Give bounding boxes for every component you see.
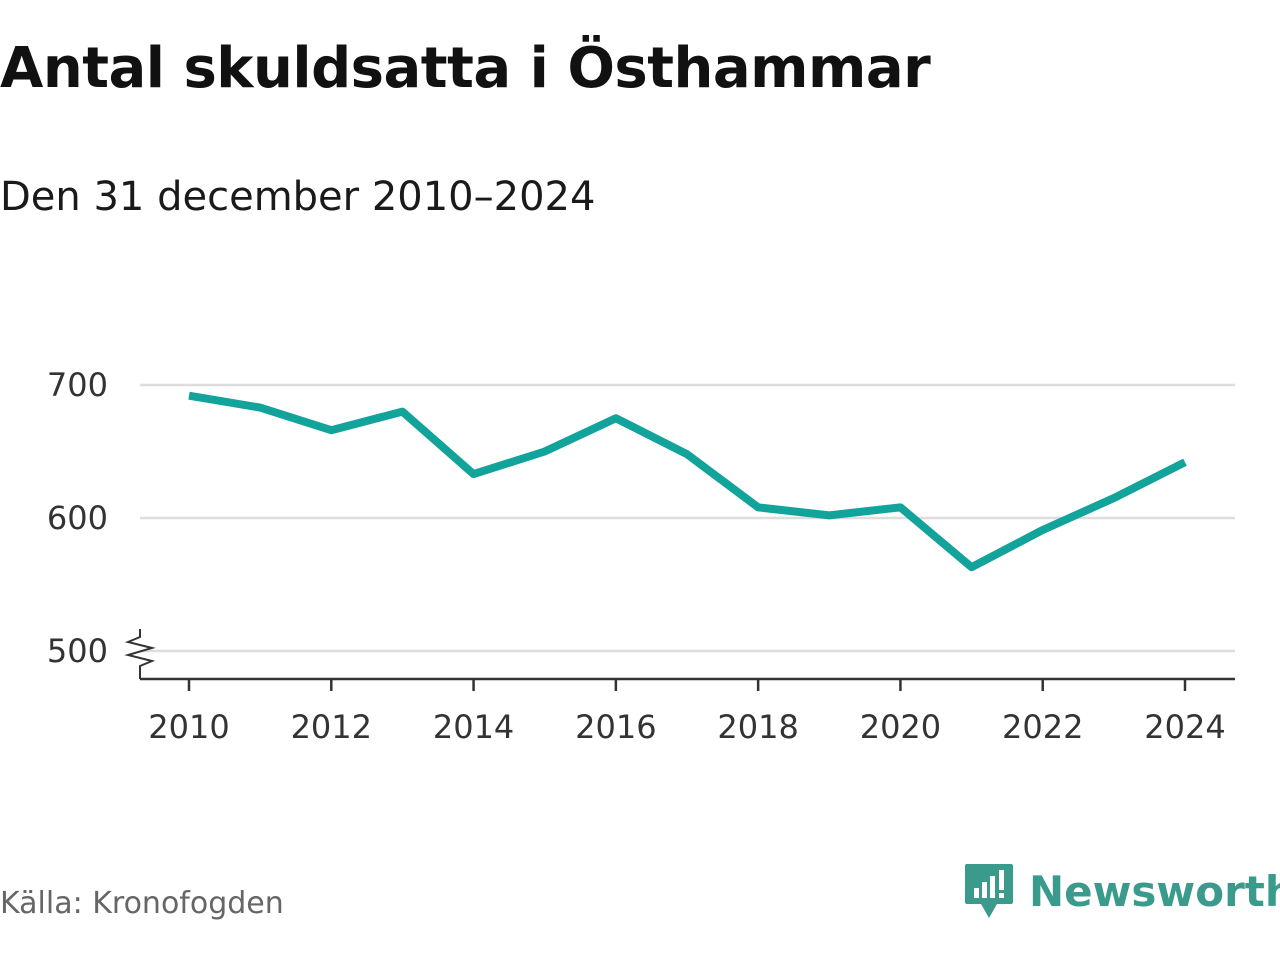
x-tick-label-2010: 2010 [148, 708, 229, 746]
x-tick-label-2020: 2020 [860, 708, 941, 746]
x-tick-label-2018: 2018 [717, 708, 798, 746]
x-tick-label-2016: 2016 [575, 708, 656, 746]
chart-subtitle: Den 31 december 2010–2024 [0, 174, 596, 220]
brand-logo: Newsworthy [963, 862, 1280, 920]
y-tick-label-600: 600 [47, 499, 108, 537]
x-tick-label-2024: 2024 [1144, 708, 1225, 746]
grid-lines [140, 383, 1235, 653]
source-note: Källa: Kronofogden [0, 886, 284, 921]
x-tick-label-2012: 2012 [291, 708, 372, 746]
series-layer [188, 391, 1187, 572]
series-line-0 [188, 391, 1187, 572]
newsworthy-logo-icon [965, 864, 1013, 918]
brand-name: Newsworthy [1029, 866, 1280, 916]
y-tick-label-500: 500 [47, 632, 108, 670]
y-axis-break-icon [124, 629, 156, 679]
x-axis: 2010 2012 2014 2016 2018 2020 2022 2024 [140, 677, 1235, 746]
y-tick-label-700: 700 [47, 366, 108, 404]
y-axis-ticks: 500 600 700 [47, 366, 156, 679]
x-tick-label-2014: 2014 [433, 708, 514, 746]
chart-title: Antal skuldsatta i Östhammar [0, 36, 931, 101]
x-tick-label-2022: 2022 [1002, 708, 1083, 746]
